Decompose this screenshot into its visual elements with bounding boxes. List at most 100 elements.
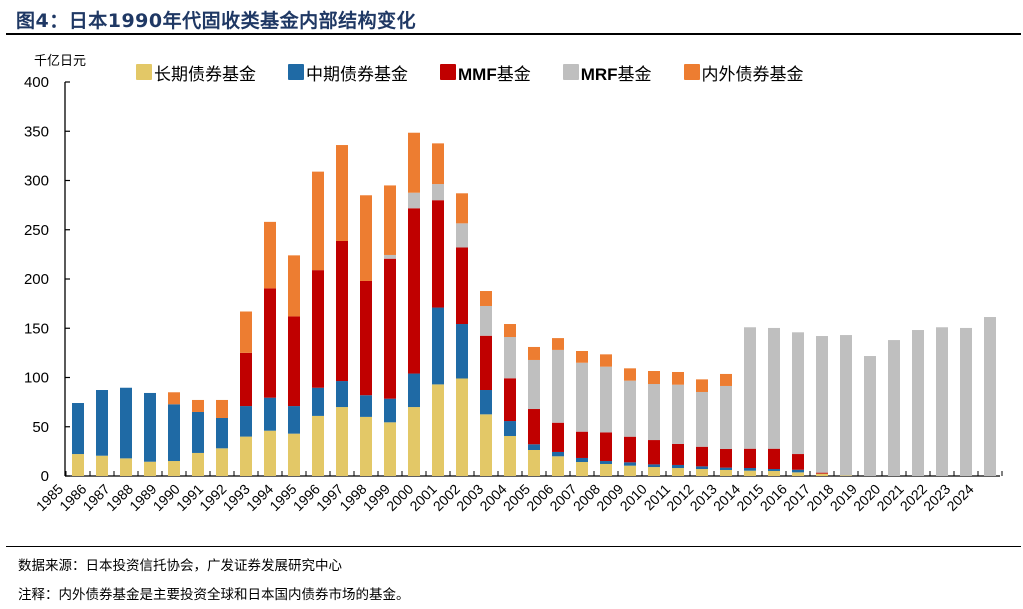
bar-segment-long-term-bond — [408, 407, 420, 476]
bar-segment-mrf — [960, 327, 972, 476]
bar-segment-long-term-bond — [216, 448, 228, 476]
bar-segment-long-term-bond — [72, 454, 84, 476]
bar-segment-mmf — [384, 258, 396, 399]
bar-segment-domestic-foreign-bond — [504, 324, 516, 338]
bar-segment-mid-term-bond — [624, 462, 636, 466]
bar-segment-mid-term-bond — [288, 406, 300, 434]
bar-segment-domestic-foreign-bond — [216, 399, 228, 418]
bar-segment-domestic-foreign-bond — [360, 195, 372, 281]
bar-segment-mmf — [336, 240, 348, 382]
bar-segment-mrf — [384, 254, 396, 259]
bar-segment-mrf — [672, 384, 684, 444]
bar-segment-mrf — [840, 335, 852, 476]
bar-segment-mid-term-bond — [240, 406, 252, 437]
y-tick-label: 150 — [24, 320, 49, 337]
bar-segment-mmf — [312, 270, 324, 388]
bar-segment-long-term-bond — [312, 415, 324, 476]
legend-label-cn: 基金 — [496, 64, 531, 85]
legend-item-mmf: MMF基金 — [440, 60, 531, 85]
y-tick-label: 50 — [32, 419, 49, 436]
legend-swatch-long-term-bond — [136, 64, 152, 80]
legend-swatch-domestic-foreign-bond — [683, 64, 700, 80]
bar-segment-mid-term-bond — [96, 390, 108, 456]
bar-segment-mid-term-bond — [792, 469, 804, 473]
bar-segment-mid-term-bond — [168, 404, 180, 462]
bar-segment-mrf — [888, 340, 900, 476]
legend-item-domestic-foreign-bond: 内外债券基金 — [683, 60, 804, 85]
bar-segment-mid-term-bond — [600, 461, 612, 464]
chart-legend: 长期债券基金 中期债券基金 MMF基金 MRF基金 内外债券基金 — [136, 60, 836, 85]
bar-segment-mrf — [936, 327, 948, 476]
bar-segment-mid-term-bond — [144, 392, 156, 462]
bar-segment-mmf — [240, 352, 252, 407]
bar-segment-mid-term-bond — [264, 397, 276, 431]
bar-segment-long-term-bond — [768, 470, 780, 476]
bar-segment-domestic-foreign-bond — [624, 368, 636, 381]
bar-segment-mid-term-bond — [456, 324, 468, 379]
bar-segment-mrf — [600, 366, 612, 433]
bar-segment-domestic-foreign-bond — [384, 185, 396, 255]
bar-segment-mmf — [480, 335, 492, 391]
title-divider — [6, 33, 1021, 35]
bar-segment-mrf — [648, 384, 660, 441]
bar-segment-long-term-bond — [336, 407, 348, 476]
bar-segment-mrf — [408, 192, 420, 209]
figure-title: 图4：日本1990年代固收类基金内部结构变化 — [16, 10, 417, 32]
bar-segment-mrf — [864, 356, 876, 476]
footnote: 注释：内外债券基金是主要投资全球和日本国内债券市场的基金。 — [18, 587, 410, 603]
bar-segment-long-term-bond — [168, 461, 180, 476]
y-tick-label: 100 — [24, 370, 49, 387]
bar-segment-mrf — [720, 385, 732, 450]
bar-segment-long-term-bond — [144, 461, 156, 476]
bar-segment-long-term-bond — [576, 462, 588, 476]
bar-segment-mid-term-bond — [360, 395, 372, 417]
bar-segment-mrf — [504, 337, 516, 379]
legend-label-cn: 基金 — [617, 64, 652, 85]
y-tick-label: 0 — [41, 468, 49, 485]
bar-segment-long-term-bond — [792, 472, 804, 476]
bar-segment-domestic-foreign-bond — [720, 373, 732, 386]
y-tick-label: 250 — [24, 222, 49, 239]
bar-segment-mmf — [504, 378, 516, 422]
bar-segment-mrf — [816, 336, 828, 473]
legend-label-latin: MRF — [580, 64, 618, 84]
bar-segment-long-term-bond — [744, 470, 756, 476]
bar-segment-long-term-bond — [696, 469, 708, 476]
bar-segment-mmf — [456, 247, 468, 325]
bar-segment-domestic-foreign-bond — [576, 351, 588, 363]
bar-segment-mmf — [552, 422, 564, 452]
legend-item-long-term-bond: 长期债券基金 — [136, 60, 256, 85]
bar-segment-mid-term-bond — [384, 398, 396, 423]
bar-segment-mid-term-bond — [408, 373, 420, 408]
bar-segment-long-term-bond — [264, 430, 276, 476]
legend-label: 中期债券基金 — [306, 64, 408, 85]
legend-swatch-mmf — [440, 64, 456, 80]
legend-label: 内外债券基金 — [701, 64, 804, 85]
bar-segment-domestic-foreign-bond — [552, 338, 564, 350]
data-source-note: 数据来源：日本投资信托协会，广发证券发展研究中心 — [18, 558, 342, 574]
bar-segment-domestic-foreign-bond — [480, 291, 492, 306]
bar-segment-mid-term-bond — [432, 307, 444, 385]
bar-segment-mmf — [816, 472, 828, 474]
bar-segment-mrf — [792, 332, 804, 455]
bar-segment-mid-term-bond — [720, 467, 732, 470]
y-tick-label: 200 — [24, 271, 49, 288]
bar-segment-domestic-foreign-bond — [288, 255, 300, 317]
bar-segment-domestic-foreign-bond — [600, 354, 612, 367]
bar-segment-mrf — [456, 223, 468, 248]
legend-label-latin: MMF — [458, 64, 497, 84]
bar-segment-domestic-foreign-bond — [648, 370, 660, 385]
bar-segment-long-term-bond — [552, 456, 564, 476]
legend-label: MRF基金 — [581, 60, 652, 85]
bar-segment-long-term-bond — [840, 475, 852, 477]
bar-segment-mrf — [912, 330, 924, 476]
bar-segment-long-term-bond — [816, 473, 828, 476]
bar-segment-mmf — [264, 288, 276, 398]
bar-segment-mmf — [792, 454, 804, 470]
bar-segment-mmf — [600, 432, 612, 462]
bar-segment-mrf — [984, 317, 996, 476]
bar-segment-domestic-foreign-bond — [696, 379, 708, 392]
bar-segment-mid-term-bond — [480, 390, 492, 415]
bar-segment-domestic-foreign-bond — [240, 311, 252, 353]
bar-segment-mrf — [744, 327, 756, 449]
